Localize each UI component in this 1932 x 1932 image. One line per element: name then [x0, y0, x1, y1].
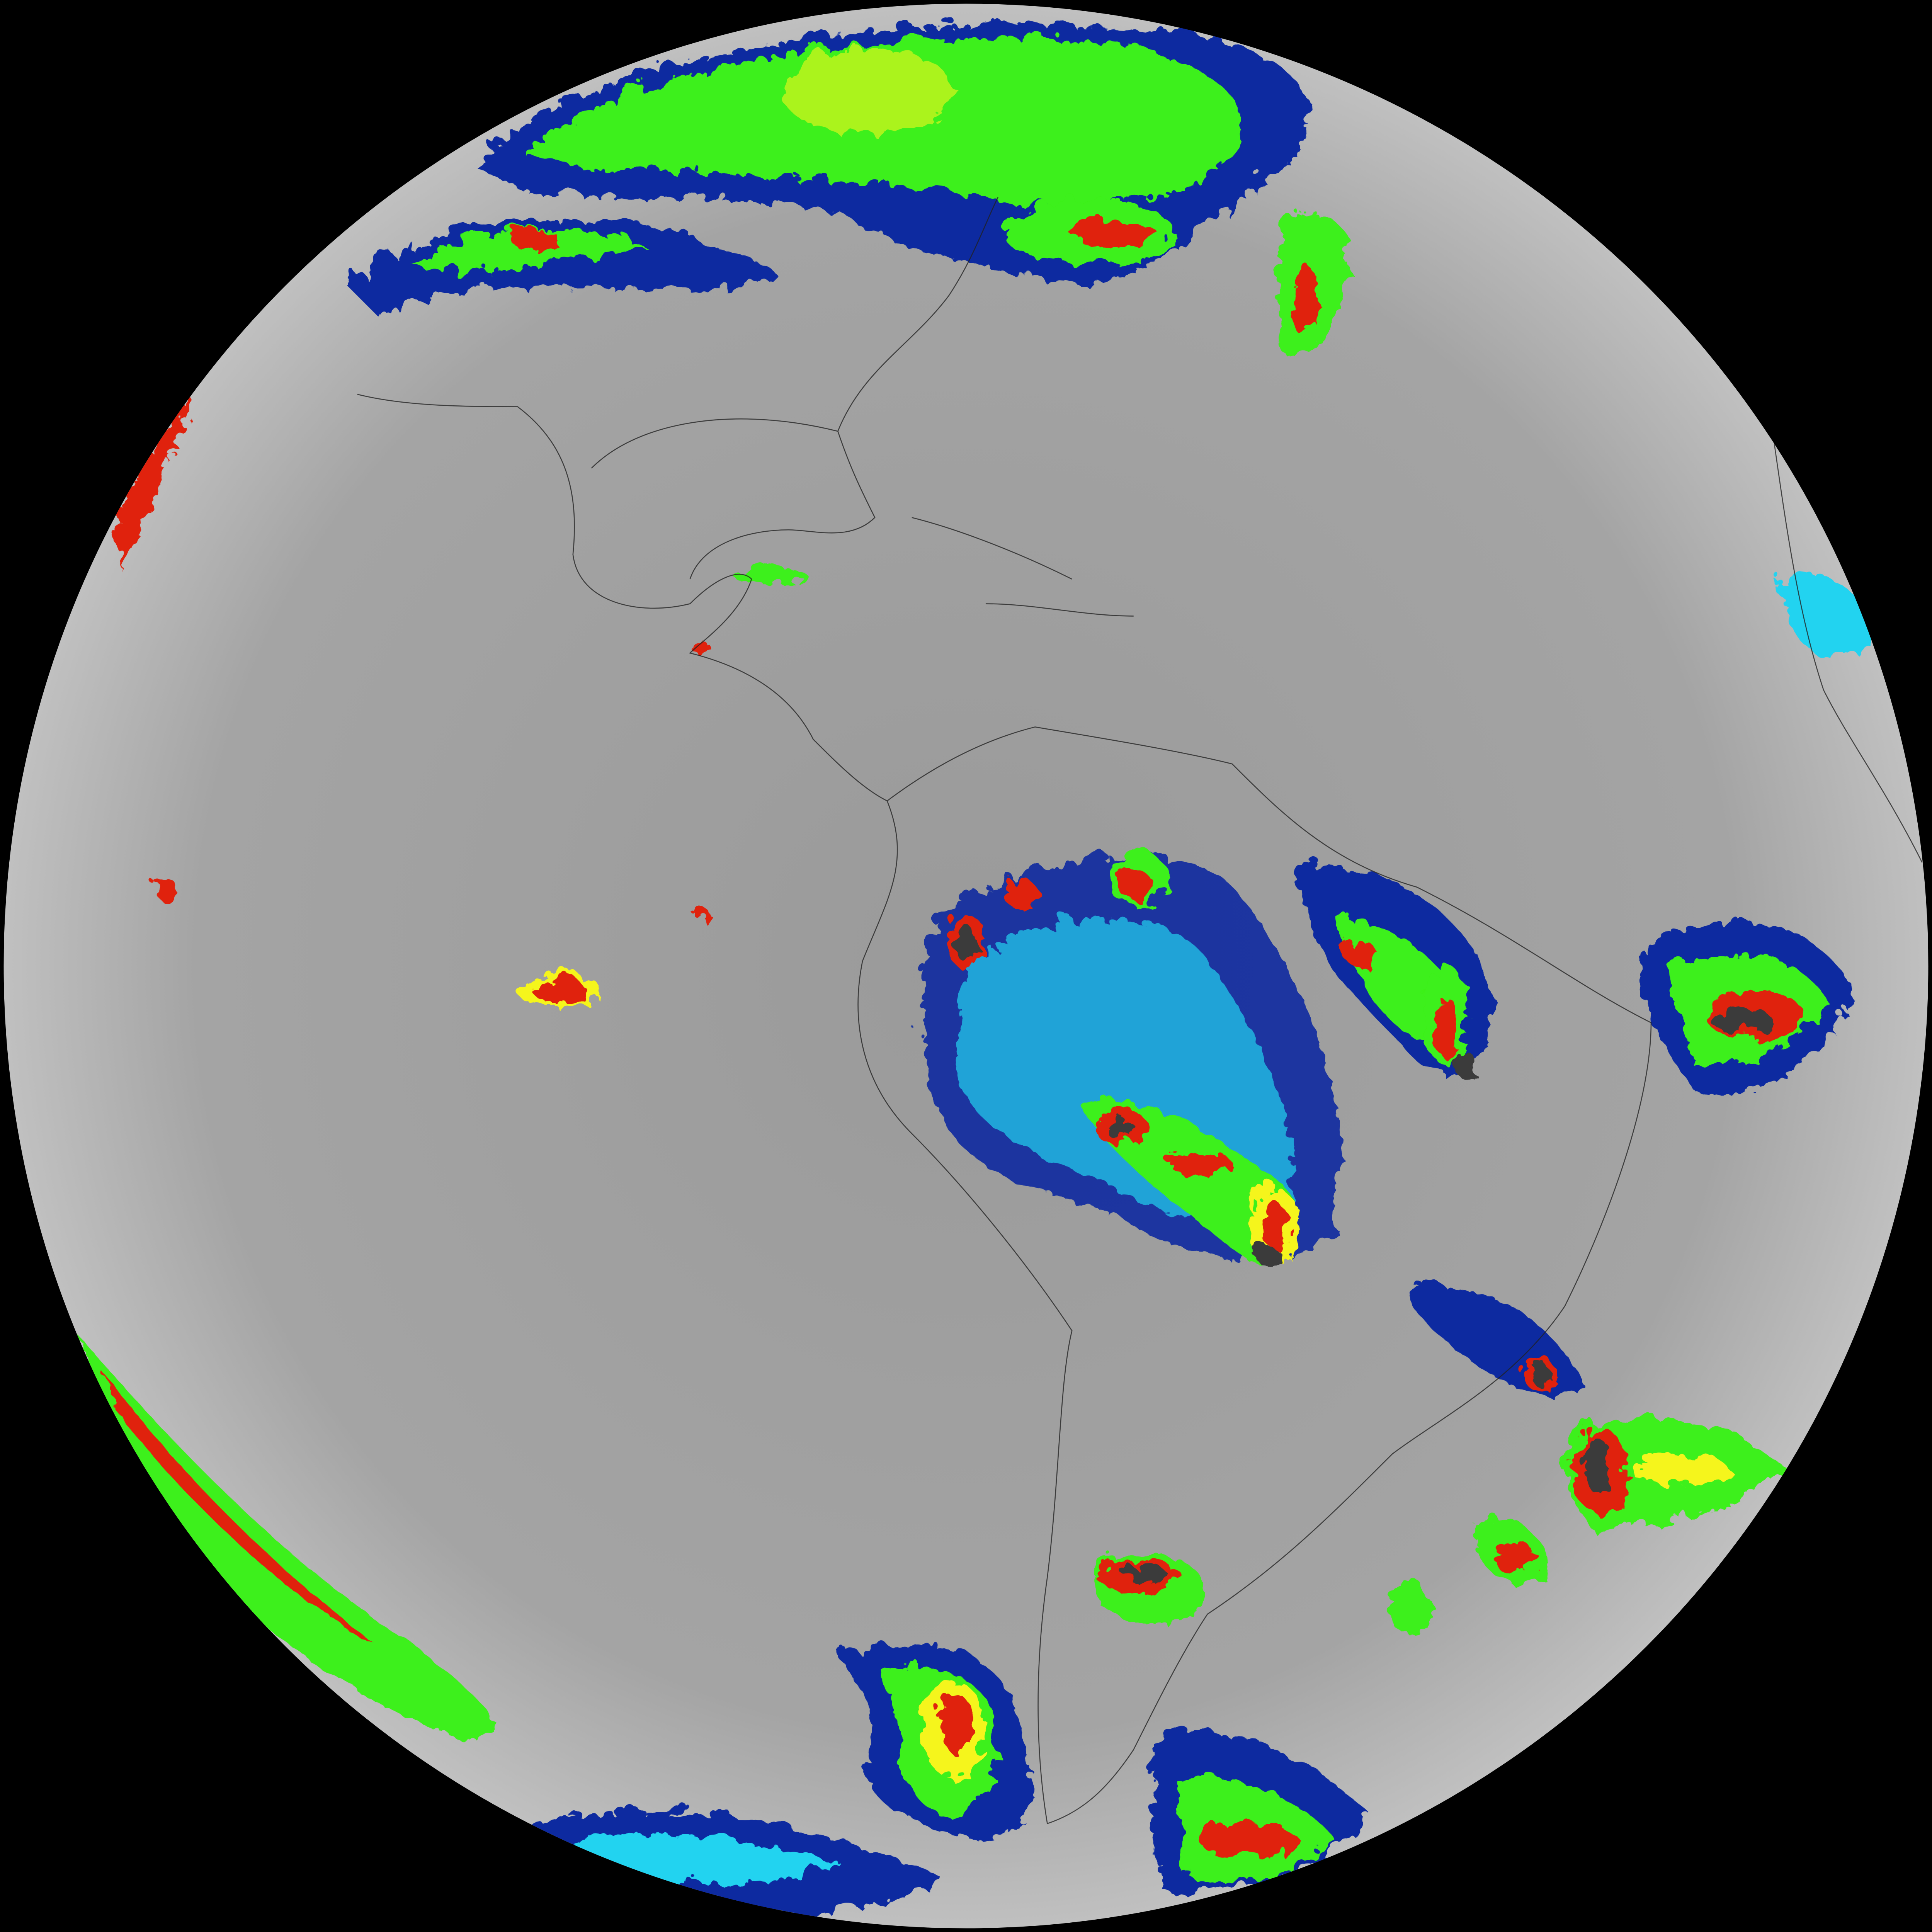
coastlines	[357, 197, 1923, 1825]
cloud-tops	[74, 18, 1863, 1912]
